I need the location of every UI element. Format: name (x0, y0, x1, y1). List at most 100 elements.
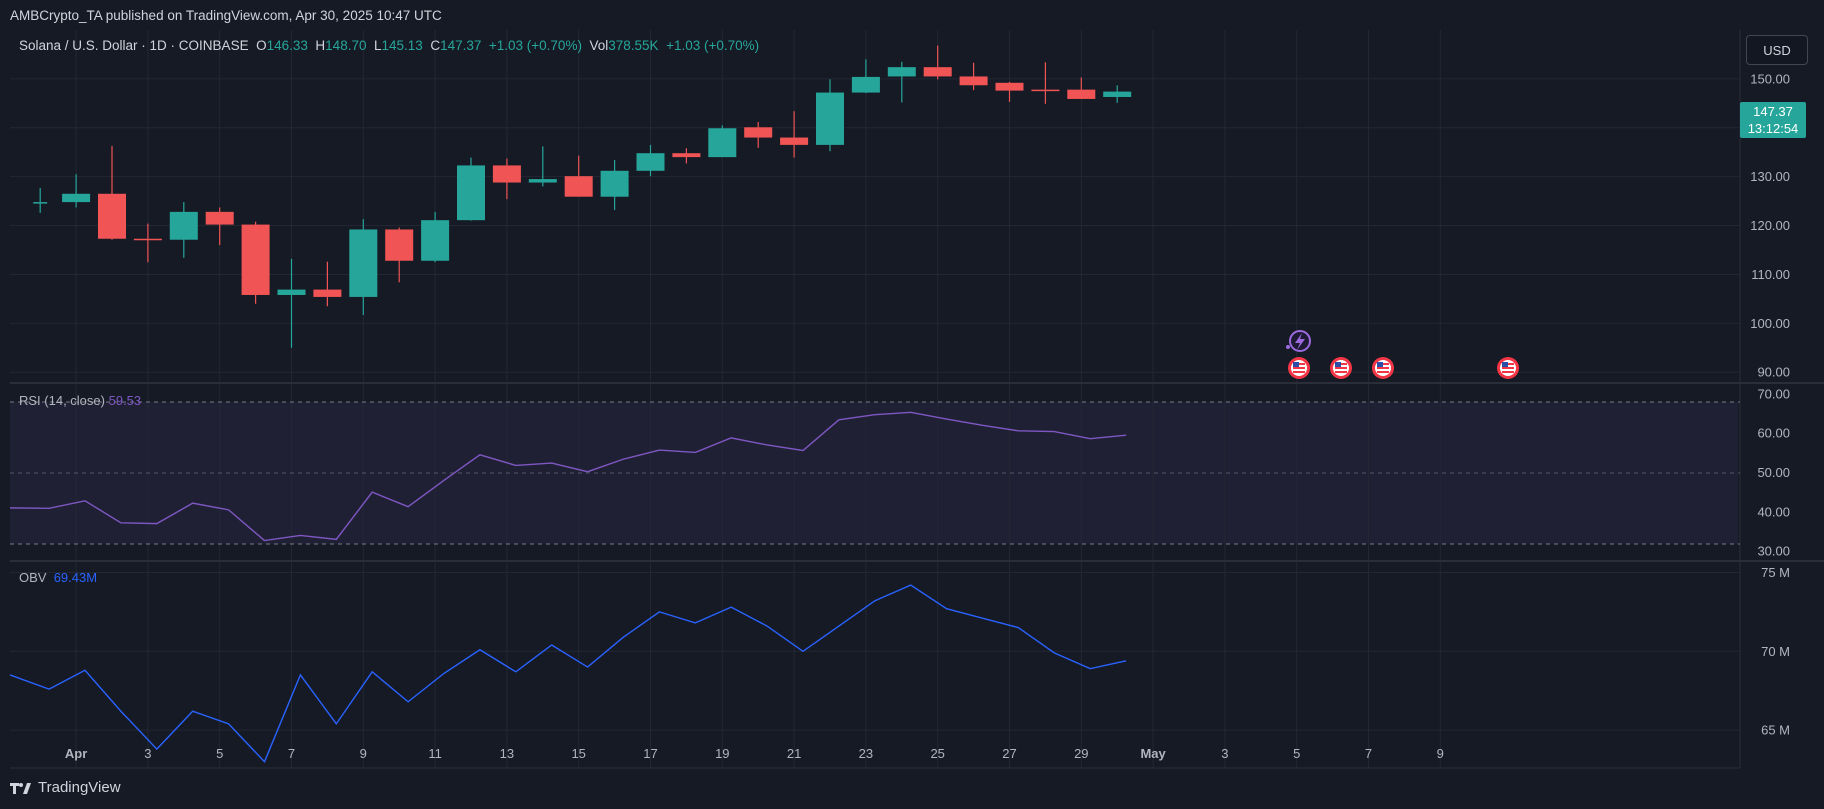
obv-tick-label: 75 M (1761, 565, 1790, 580)
price-tick-label: 130.00 (1750, 169, 1790, 184)
time-tick-label: May (1140, 746, 1166, 761)
rsi-tick-label: 40.00 (1757, 504, 1790, 519)
time-tick-label: 3 (144, 746, 151, 761)
candle (780, 111, 809, 158)
rsi-tick-label: 50.00 (1757, 465, 1790, 480)
candle (205, 207, 234, 246)
candle-body (62, 193, 91, 203)
published-header: AMBCrypto_TA published on TradingView.co… (10, 8, 442, 23)
low-label: L (373, 38, 382, 53)
rsi-legend[interactable]: RSI (14, close) 59.53 (19, 393, 141, 408)
candle-body (33, 202, 48, 204)
candle-body (313, 289, 342, 297)
candle-body (1103, 91, 1132, 97)
us-flag-event-icon[interactable] (1288, 357, 1310, 379)
us-flag-event-icon[interactable] (1372, 357, 1394, 379)
price-tick-label: 150.00 (1750, 71, 1790, 86)
candle-body (564, 176, 593, 197)
candle-body (851, 76, 880, 93)
rsi-series (9, 411, 1127, 542)
time-tick-label: 23 (859, 746, 873, 761)
candle-body (600, 170, 629, 197)
candle (816, 79, 844, 152)
time-tick-label: 9 (360, 746, 367, 761)
obv-pane[interactable] (10, 563, 1738, 768)
obv-legend[interactable]: OBV 69.43M (19, 570, 97, 585)
candle (923, 45, 952, 80)
close-label: C (430, 38, 441, 53)
low-value: 145.13 (381, 38, 423, 53)
candle-body (457, 165, 485, 221)
time-tick-label: 3 (1221, 746, 1228, 761)
time-axis[interactable]: Apr 3 5 7 9 11 13 15 17 19 21 23 25 27 29 May 3 5 7 9 (65, 746, 1444, 761)
candle (995, 81, 1024, 102)
candle (313, 261, 342, 307)
candle (1031, 62, 1060, 104)
candle-body (241, 224, 270, 295)
candle (133, 223, 162, 263)
symbol-title[interactable]: Solana / U.S. Dollar · 1D · COINBASE (19, 38, 249, 53)
candle (636, 144, 665, 177)
footer-brand[interactable]: TradingView (10, 779, 121, 796)
rsi-label: RSI (14, close) (19, 393, 105, 408)
candle-body (995, 82, 1024, 91)
time-tick-label: 29 (1074, 746, 1088, 761)
price-tick-label: 100.00 (1750, 316, 1790, 331)
candle (744, 121, 773, 148)
time-tick-label: 25 (930, 746, 944, 761)
candle (708, 125, 737, 158)
candle-body (744, 127, 773, 138)
candle-body (636, 153, 665, 171)
pane-separators (10, 30, 1824, 769)
candle (98, 145, 126, 240)
rsi-line (9, 411, 1127, 542)
us-flag-event-icon[interactable] (1330, 357, 1352, 379)
candle (492, 158, 521, 200)
candle (33, 187, 48, 213)
us-flag-event-icon[interactable] (1497, 357, 1519, 379)
vol-change: +1.03 (+0.70%) (666, 38, 760, 53)
candle (1067, 77, 1096, 99)
time-tick-label: 11 (428, 746, 442, 761)
candle-body (959, 76, 988, 86)
time-tick-label: 9 (1437, 746, 1444, 761)
candle (169, 202, 198, 258)
tradingview-logo-icon (10, 782, 31, 794)
time-tick-label: 7 (1365, 746, 1372, 761)
price-axis[interactable]: 150.00140.00130.00120.00110.00100.0090.0… (1750, 71, 1790, 737)
candle-body (780, 137, 809, 145)
candle-body (277, 289, 306, 295)
obv-line (9, 584, 1127, 763)
change-value: +1.03 (+0.70%) (488, 38, 582, 53)
price-tick-label: 120.00 (1750, 218, 1790, 233)
open-value: 146.33 (266, 38, 308, 53)
candle-body (205, 211, 234, 225)
candle-body (1031, 89, 1060, 92)
obv-tick-label: 65 M (1761, 723, 1790, 738)
candle (421, 211, 450, 263)
candle (528, 146, 557, 187)
time-tick-label: 7 (288, 746, 295, 761)
rsi-tick-label: 60.00 (1757, 426, 1790, 441)
candle (887, 61, 916, 103)
currency-button[interactable]: USD (1746, 35, 1808, 65)
price-tick-label: 90.00 (1757, 365, 1790, 380)
candle-body (923, 67, 952, 77)
candle-body (1067, 89, 1096, 99)
rsi-value: 59.53 (108, 393, 142, 408)
candle (241, 221, 270, 304)
candle (851, 59, 880, 94)
price-tag-value: 147.37 (1753, 104, 1793, 119)
time-tick-label: 5 (1293, 746, 1300, 761)
high-value: 148.70 (325, 38, 367, 53)
candle-body (528, 179, 557, 183)
candle (277, 258, 306, 348)
rsi-levels (10, 401, 1740, 545)
candle-body (816, 92, 844, 145)
lightning-event-icon[interactable] (1286, 330, 1311, 352)
obv-tick-label: 70 M (1761, 644, 1790, 659)
candle-body (169, 211, 198, 240)
open-label: O (256, 38, 267, 53)
candle-body (708, 128, 737, 158)
